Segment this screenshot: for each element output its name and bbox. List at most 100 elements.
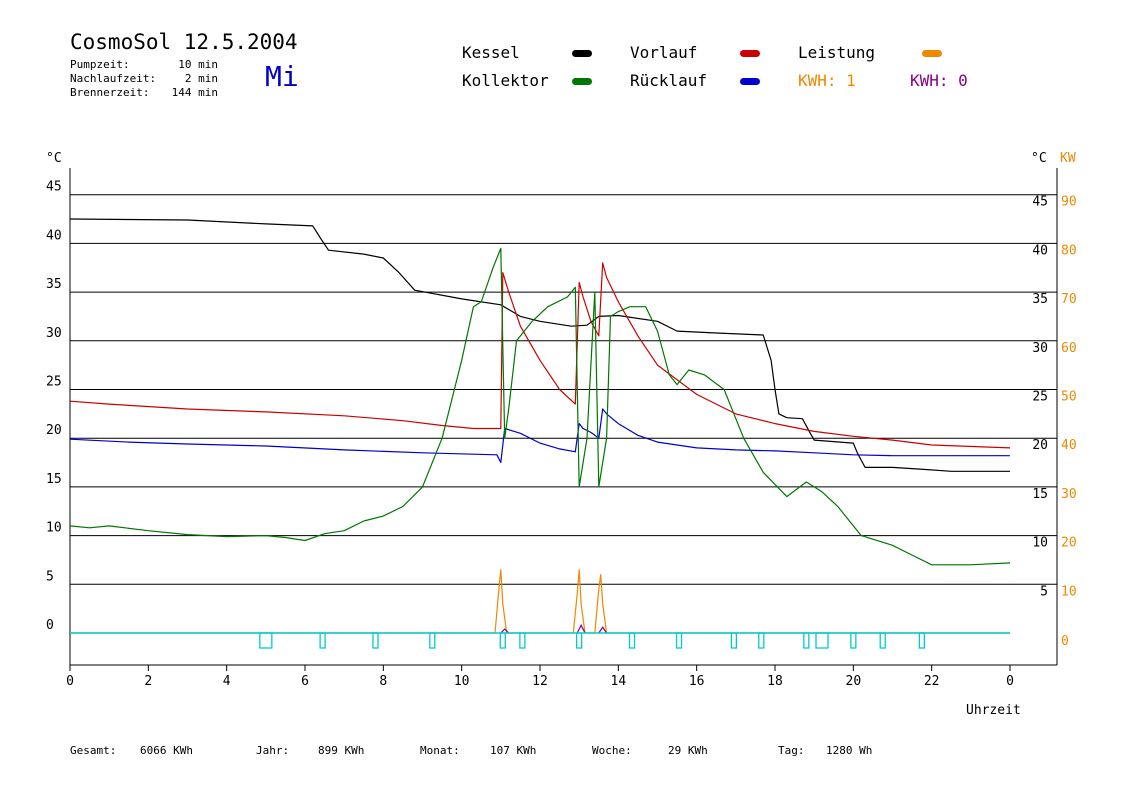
legend-vorlauf-swatch (740, 50, 760, 57)
legend-leistung-swatch (922, 50, 942, 57)
pump-layer (70, 632, 1010, 649)
grid-layer (70, 194, 1057, 585)
legend-kessel-swatch (572, 50, 592, 57)
y-tick-label-left: 5 (46, 569, 54, 584)
x-tick-label: 6 (301, 674, 309, 689)
y-tick-label-left: 40 (46, 228, 62, 243)
y-tick-label-left: 10 (46, 521, 62, 536)
legend-ruecklauf-swatch (740, 78, 760, 85)
legend-vorlauf-label: Vorlauf (630, 43, 698, 62)
info-value-pumpzeit: 10 min (178, 58, 218, 71)
kwh0-spike (598, 626, 608, 634)
y-tick-label-right: 5 (1040, 584, 1048, 599)
x-tick-label: 2 (144, 674, 152, 689)
x-tick-label: 12 (532, 674, 548, 689)
x-tick-label: 10 (454, 674, 470, 689)
power-tick-label: 60 (1061, 341, 1077, 356)
y-tick-label-left: 15 (46, 472, 62, 487)
info-value-nachlaufzeit: 2 min (184, 72, 218, 85)
y-tick-label-right: 20 (1032, 438, 1048, 453)
footer-label-gesamt: Gesamt: (70, 744, 117, 757)
x-tick-label: 0 (66, 674, 74, 689)
legend-leistung-label: Leistung (798, 43, 876, 62)
power-tick-label: 70 (1061, 292, 1077, 307)
pump-marker (879, 632, 886, 649)
series-line-kollektor (69, 247, 1011, 566)
info-label-brennerzeit: Brennerzeit: (70, 86, 150, 99)
pump-marker (499, 632, 506, 649)
footer-label-monat: Monat: (420, 744, 460, 757)
legend-kollektor-label: Kollektor (462, 71, 549, 90)
pump-marker (850, 632, 857, 649)
x-axis-label: Uhrzeit (966, 703, 1021, 718)
pump-marker (429, 632, 436, 649)
pump-marker (815, 632, 829, 649)
y-tick-label-right: 10 (1032, 536, 1048, 551)
y-tick-label-right: 40 (1032, 243, 1048, 258)
power-tick-label: 80 (1061, 243, 1077, 258)
axis-layer (69, 168, 1058, 671)
x-tick-label: 8 (379, 674, 387, 689)
pump-marker (519, 632, 526, 649)
footer-value-gesamt: 6066 KWh (140, 744, 193, 757)
series-line-leistung (70, 569, 1010, 634)
power-tick-label: 30 (1061, 487, 1077, 502)
pump-marker (758, 632, 765, 649)
pump-marker (576, 632, 583, 649)
y-tick-label-right: 35 (1032, 292, 1048, 307)
y-tick-label-right: 25 (1032, 390, 1048, 405)
y-tick-label-left: 30 (46, 326, 62, 341)
x-tick-label: 20 (846, 674, 862, 689)
legend-kwh0-label: KWH: 0 (910, 71, 968, 90)
series-line-rücklauf (69, 408, 1010, 464)
legend-kollektor-swatch (572, 78, 592, 85)
pump-marker (628, 632, 636, 649)
info-label-nachlaufzeit: Nachlaufzeit: (70, 72, 157, 85)
y-tick-label-right: 45 (1032, 195, 1048, 210)
y-tick-label-right: 15 (1032, 487, 1048, 502)
x-tick-label: 16 (689, 674, 705, 689)
series-line-vorlauf (69, 262, 1011, 449)
footer-label-jahr: Jahr: (256, 744, 290, 757)
footer-label-tag: Tag: (778, 744, 805, 757)
x-tick-label: 4 (223, 674, 231, 689)
series-layer (69, 218, 1011, 634)
pump-marker (675, 632, 683, 649)
series-line-kessel (69, 218, 1010, 472)
y-axis-unit-right: °C (1031, 151, 1047, 166)
power-tick-label: 40 (1061, 438, 1077, 453)
footer-value-tag: 1280 Wh (826, 744, 873, 757)
power-tick-label: 20 (1061, 536, 1077, 551)
pump-marker (372, 632, 379, 649)
footer-label-woche: Woche: (592, 744, 632, 757)
y-tick-label-left: 0 (46, 618, 54, 633)
kwh0-spike (576, 623, 586, 634)
pump-marker (803, 632, 810, 649)
info-value-brennerzeit: 144 min (171, 86, 218, 99)
y-tick-label-left: 25 (46, 375, 62, 390)
power-tick-label: 90 (1061, 195, 1077, 210)
power-axis-unit: KW (1060, 151, 1076, 166)
info-label-pumpzeit: Pumpzeit: (70, 58, 130, 71)
pump-marker (259, 632, 273, 649)
y-tick-label-left: 35 (46, 277, 62, 292)
x-tick-label: 22 (924, 674, 940, 689)
footer-value-monat: 107 KWh (490, 744, 537, 757)
footer-value-woche: 29 KWh (668, 744, 708, 757)
x-tick-label: 18 (767, 674, 783, 689)
x-tick-label: 0 (1006, 674, 1014, 689)
kwh0-spike (500, 628, 510, 634)
page-title: CosmoSol 12.5.2004 (70, 30, 298, 54)
pump-marker (319, 632, 326, 649)
label-layer: 0 2 4 6 8 10 12 14 16 18 20 22 005101520253035404551… (46, 151, 1077, 718)
legend-ruecklauf-label: Rücklauf (630, 71, 708, 90)
legend-kessel-label: Kessel (462, 43, 520, 62)
x-tick-label: 14 (611, 674, 627, 689)
pump-marker (918, 632, 926, 649)
y-axis-unit-left: °C (46, 151, 62, 166)
weekday-label: Mi (265, 60, 299, 93)
footer-value-jahr: 899 KWh (318, 744, 365, 757)
power-tick-label: 10 (1061, 584, 1077, 599)
power-tick-label: 50 (1061, 390, 1077, 405)
